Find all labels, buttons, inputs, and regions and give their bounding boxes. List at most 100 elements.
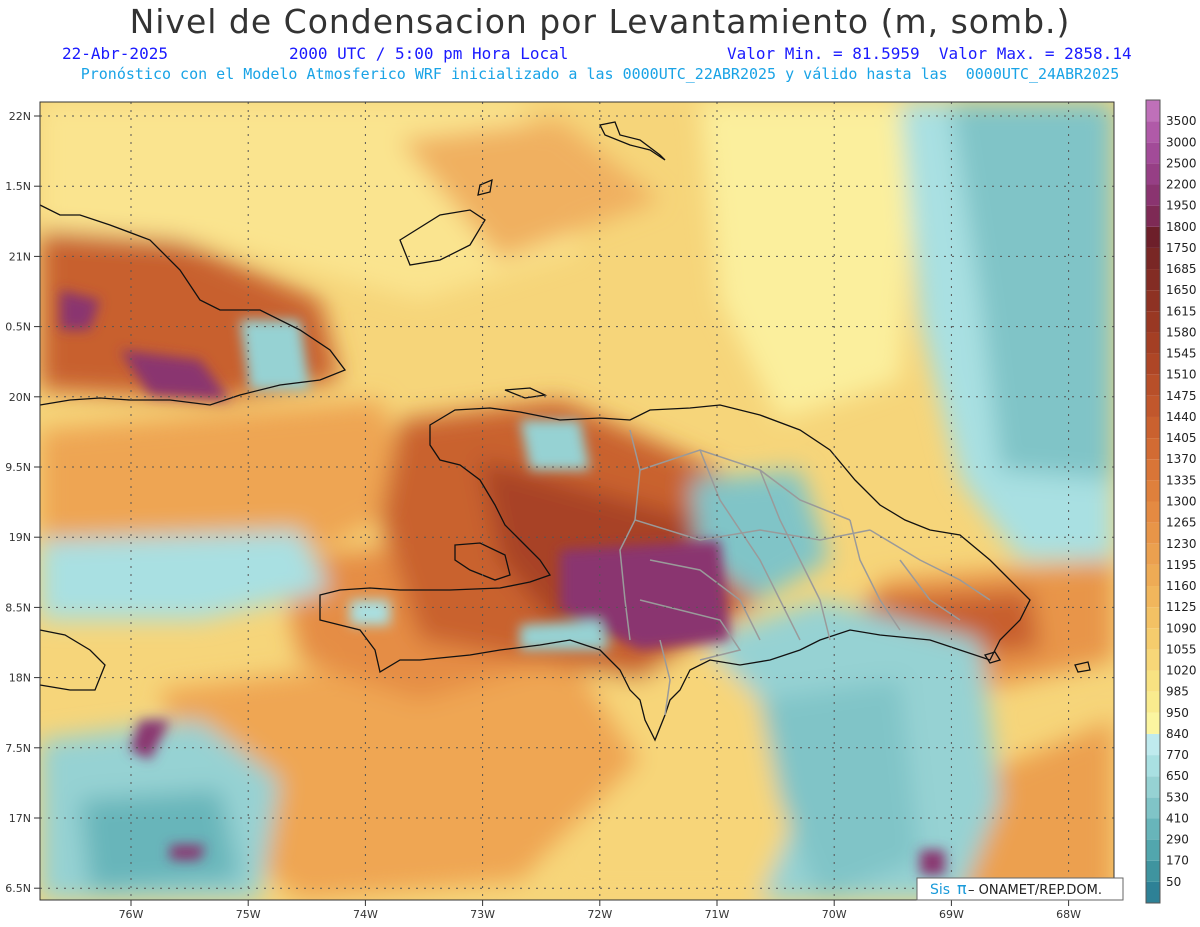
lcl-shaded-field	[40, 102, 1114, 900]
legend-level-label: 1055	[1166, 642, 1197, 656]
legend-level-label: 1440	[1166, 410, 1197, 424]
latitude-label: 22N	[9, 110, 31, 123]
legend-level-label: 1230	[1166, 537, 1197, 551]
latitude-label: 9.5N	[5, 461, 31, 474]
legend-color-box	[1146, 226, 1160, 248]
latitude-label: 7.5N	[5, 742, 31, 755]
legend-color-box	[1146, 818, 1160, 840]
legend-level-label: 650	[1166, 769, 1189, 783]
legend-level-label: 1160	[1166, 579, 1197, 593]
legend-color-box	[1146, 121, 1160, 143]
latitude-label: 18N	[9, 672, 31, 685]
province-boundaries	[619, 429, 991, 716]
legend-color-box	[1146, 332, 1160, 354]
latitude-label: 17N	[9, 812, 31, 825]
legend-level-label: 410	[1166, 811, 1189, 825]
legend-level-label: 1125	[1166, 600, 1197, 614]
legend-color-box	[1146, 480, 1160, 502]
legend-color-box	[1146, 881, 1160, 903]
legend-color-box	[1146, 163, 1160, 185]
credit-sis: Sis	[930, 882, 950, 898]
latitude-label: 8.5N	[5, 601, 31, 614]
legend-color-box	[1146, 733, 1160, 756]
legend-level-label: 1650	[1166, 283, 1197, 297]
legend-level-label: 3500	[1166, 114, 1197, 128]
longitude-labels: 76W 75W 74W 73W 72W 71W 70W 69W 68W	[119, 900, 1081, 921]
legend-color-box	[1146, 839, 1160, 861]
longitude-label: 72W	[587, 908, 612, 921]
legend-level-label: 770	[1166, 748, 1189, 762]
valid-time: 2000 UTC / 5:00 pm Hora Local	[289, 44, 569, 63]
latitude-label: 0.5N	[5, 321, 31, 334]
legend-level-label: 950	[1166, 706, 1189, 720]
legend-level-label: 1020	[1166, 664, 1197, 678]
legend-color-box	[1146, 100, 1160, 122]
legend-color-box	[1146, 691, 1160, 713]
legend-level-label: 1335	[1166, 473, 1197, 487]
min-max-values: Valor Min. = 81.5959 Valor Max. = 2858.1…	[727, 44, 1132, 63]
legend-level-label: 985	[1166, 685, 1189, 699]
legend-color-box	[1146, 607, 1160, 629]
legend-color-box	[1146, 522, 1160, 544]
latitude-labels: 22N 1.5N 21N 0.5N 20N 9.5N 19N 8.5N 18N 7.5N 17N 6.…	[5, 110, 40, 895]
legend-color-box	[1146, 628, 1160, 650]
legend-color-box	[1146, 205, 1160, 227]
map-title: Nivel de Condensacion por Levantamiento …	[129, 2, 1071, 41]
legend-color-box	[1146, 247, 1160, 270]
legend-level-label: 1475	[1166, 389, 1197, 403]
legend-color-box	[1146, 416, 1160, 439]
legend-color-box	[1146, 755, 1160, 777]
credit-onamet: – ONAMET/REP.DOM.	[968, 883, 1102, 898]
legend-level-label: 2200	[1166, 178, 1197, 192]
legend-color-box	[1146, 501, 1160, 523]
legend-color-box	[1146, 649, 1160, 671]
longitude-label: 75W	[236, 908, 261, 921]
legend-level-label: 1510	[1166, 368, 1197, 382]
legend-color-box	[1146, 290, 1160, 312]
forecast-info: Pronóstico con el Modelo Atmosferico WRF…	[80, 65, 1120, 83]
legend-frame	[1145, 99, 1161, 904]
legend-level-label: 1090	[1166, 621, 1197, 635]
coastlines	[39, 121, 1091, 742]
legend-level-label: 1545	[1166, 347, 1197, 361]
legend-level-label: 1300	[1166, 495, 1197, 509]
legend-color-box	[1146, 797, 1160, 819]
legend-level-label: 1265	[1166, 516, 1197, 530]
credit-pi-symbol: π	[957, 879, 967, 898]
legend-color-box	[1146, 459, 1160, 481]
legend-level-label: 3000	[1166, 135, 1197, 149]
legend-level-label: 530	[1166, 790, 1189, 804]
legend-level-label: 1405	[1166, 431, 1197, 445]
longitude-label: 76W	[119, 908, 144, 921]
legend-level-label: 840	[1166, 727, 1189, 741]
longitude-label: 70W	[822, 908, 847, 921]
graticule	[40, 102, 1114, 900]
legend-level-label: 1580	[1166, 325, 1197, 339]
map-frame	[39, 101, 1115, 901]
legend-color-box	[1146, 311, 1160, 333]
legend-color-box	[1146, 353, 1160, 375]
legend-level-label: 1685	[1166, 262, 1197, 276]
legend-color-box	[1146, 269, 1160, 291]
legend-level-label: 1195	[1166, 558, 1197, 572]
legend-color-box	[1146, 586, 1160, 608]
legend-level-label: 290	[1166, 833, 1189, 847]
latitude-label: 20N	[9, 391, 31, 404]
legend-color-box	[1146, 142, 1160, 164]
longitude-label: 68W	[1056, 908, 1081, 921]
legend-level-label: 1950	[1166, 199, 1197, 213]
legend-level-label: 1615	[1166, 304, 1197, 318]
legend-color-box	[1146, 564, 1160, 587]
legend-level-label: 170	[1166, 854, 1189, 868]
legend-color-box	[1146, 374, 1160, 396]
latitude-label: 1.5N	[5, 180, 31, 193]
longitude-label: 71W	[705, 908, 730, 921]
legend-color-box	[1146, 438, 1160, 460]
legend-color-box	[1146, 543, 1160, 565]
legend-level-label: 2500	[1166, 156, 1197, 170]
longitude-label: 73W	[470, 908, 495, 921]
legend-level-label: 50	[1166, 875, 1181, 889]
credit-box: Sis π – ONAMET/REP.DOM.	[916, 877, 1124, 901]
color-legend: 50 170 290 410 530 650 770 840 950 985 1020 1055 109…	[1145, 99, 1197, 904]
